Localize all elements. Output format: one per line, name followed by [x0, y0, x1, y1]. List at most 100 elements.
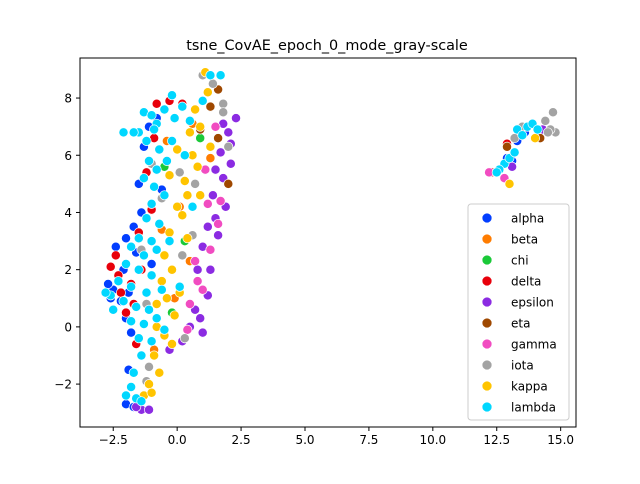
point-lambda [174, 281, 185, 292]
point-epsilon [207, 190, 218, 201]
point-lambda [144, 156, 154, 166]
x-tick-label: 7.5 [359, 433, 378, 447]
point-lambda [159, 190, 170, 201]
point-kappa [504, 178, 515, 189]
point-delta [105, 261, 116, 272]
point-lambda [108, 304, 119, 315]
point-lambda [146, 336, 157, 347]
point-alpha [110, 241, 121, 252]
point-kappa [164, 227, 175, 238]
point-iota [218, 107, 229, 118]
point-kappa [202, 87, 213, 98]
x-tick-label: 5.0 [295, 433, 314, 447]
point-gamma [192, 276, 203, 287]
point-lambda [177, 101, 188, 112]
point-lambda [133, 333, 144, 344]
point-lambda [215, 70, 226, 81]
point-alpha [121, 233, 131, 244]
point-gamma [182, 324, 193, 335]
point-lambda [159, 324, 170, 335]
point-iota [548, 107, 558, 118]
legend-label-iota: iota [511, 359, 534, 373]
y-tick-label: 2 [64, 263, 72, 277]
point-lambda [121, 390, 131, 401]
point-lambda [169, 113, 180, 124]
legend-box [467, 203, 570, 421]
point-gamma [215, 196, 226, 206]
point-kappa [167, 339, 177, 349]
point-alpha [146, 259, 157, 269]
point-lambda [146, 270, 157, 281]
point-kappa [205, 141, 216, 152]
point-iota [179, 333, 190, 344]
point-eta [205, 101, 216, 112]
point-lambda [118, 296, 129, 307]
x-tick-label: 0.0 [168, 433, 187, 447]
point-lambda [167, 90, 177, 101]
point-epsilon [225, 158, 236, 169]
point-delta [121, 307, 131, 318]
point-lambda [197, 95, 208, 106]
point-lambda [146, 236, 157, 247]
y-axis: −2 0 2 4 6 8 [54, 92, 80, 392]
legend-label-epsilon: epsilon [511, 296, 554, 310]
legend-label-gamma: gamma [511, 338, 557, 352]
legend-marker-kappa [481, 380, 493, 392]
point-kappa [159, 250, 170, 261]
legend-label-beta: beta [511, 233, 538, 247]
point-kappa [164, 170, 175, 181]
series-epsilon [131, 113, 548, 415]
point-iota [190, 178, 201, 189]
point-kappa [179, 176, 190, 186]
point-epsilon [144, 404, 154, 415]
point-delta [110, 250, 121, 261]
point-lambda [205, 70, 216, 81]
point-gamma [184, 299, 195, 309]
point-lambda [141, 136, 152, 146]
point-kappa [161, 293, 172, 304]
x-axis: −2.5 0.0 2.5 5.0 7.5 10.0 12.5 15.0 [99, 427, 574, 447]
point-alpha [126, 327, 137, 338]
legend-marker-eta [481, 317, 493, 329]
y-tick-label: 8 [64, 92, 72, 106]
point-lambda [146, 198, 157, 209]
point-iota [542, 127, 553, 138]
legend-label-eta: eta [511, 317, 530, 331]
point-kappa [169, 310, 180, 321]
point-lambda [121, 259, 131, 269]
series-eta [195, 84, 546, 189]
point-lambda [126, 281, 137, 292]
point-epsilon [202, 221, 213, 232]
point-kappa [156, 276, 167, 287]
point-kappa [172, 144, 183, 155]
point-lambda [138, 319, 149, 329]
point-epsilon [210, 164, 221, 175]
point-lambda [126, 382, 137, 392]
point-epsilon [223, 127, 234, 138]
point-lambda [100, 287, 111, 298]
point-chi [195, 133, 206, 144]
point-lambda [133, 233, 144, 244]
point-gamma [213, 218, 224, 229]
point-lambda [136, 396, 147, 407]
legend-label-chi: chi [511, 254, 529, 268]
point-lambda [156, 284, 167, 295]
y-tick-label: 0 [64, 320, 72, 334]
legend: alpha beta chi delta epsilon eta gamma iota kapp… [467, 203, 570, 421]
point-epsilon [215, 147, 226, 158]
x-tick-label: −2.5 [99, 433, 128, 447]
point-eta [502, 141, 512, 152]
point-lambda [179, 150, 190, 161]
point-lambda [144, 304, 154, 315]
series-lambda [100, 70, 543, 407]
point-eta [223, 178, 234, 189]
point-kappa [190, 104, 201, 115]
point-kappa [530, 133, 541, 144]
point-alpha [103, 279, 114, 289]
chart-title: tsne_CovAE_epoch_0_mode_gray-scale [186, 38, 468, 54]
point-gamma [205, 244, 216, 255]
point-lambda [149, 181, 160, 192]
point-gamma [202, 198, 213, 209]
